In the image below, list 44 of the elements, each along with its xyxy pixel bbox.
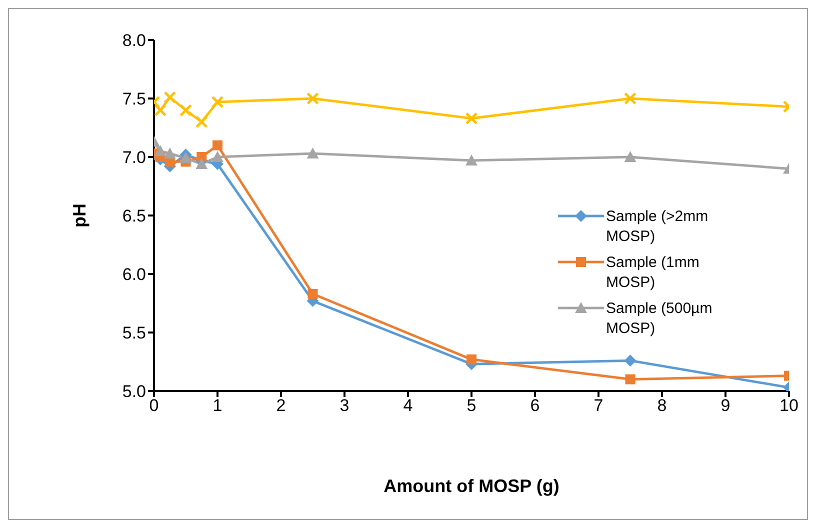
point: [466, 154, 478, 166]
y-tick-label: 5.0: [122, 382, 146, 402]
x-tick-label: 7: [594, 396, 604, 416]
x-tick-label: 1: [212, 396, 222, 416]
point: [624, 151, 636, 162]
x-tick-label: 6: [530, 396, 540, 416]
point: [154, 145, 166, 156]
legend-label: Sample (1mm MOSP): [606, 253, 700, 293]
x-tick-label: 2: [276, 396, 286, 416]
x-tick-label: 4: [403, 396, 413, 416]
point: [306, 92, 319, 105]
legend-label: Sample (500µm MOSP): [606, 299, 714, 339]
y-tick-label: 7.0: [122, 148, 146, 168]
point: [624, 354, 636, 367]
point: [180, 104, 192, 116]
y-axis-title: pH: [69, 204, 90, 228]
point: [196, 158, 208, 170]
x-tick-label: 5: [466, 396, 476, 416]
point: [308, 288, 318, 299]
y-tick-label: 8.0: [122, 31, 146, 50]
point: [180, 152, 192, 164]
point: [212, 151, 224, 162]
point: [211, 96, 224, 108]
point: [466, 354, 476, 364]
x-tick-label: 10: [780, 396, 798, 416]
legend-label: Sample (>2mm MOSP): [606, 207, 710, 247]
point: [164, 91, 176, 104]
x-tick-label: 8: [657, 396, 667, 416]
point: [624, 92, 636, 105]
point: [212, 140, 222, 150]
y-tick-label: 6.5: [122, 206, 146, 226]
point: [465, 112, 478, 125]
x-tick-label: 0: [149, 396, 159, 416]
point: [625, 374, 636, 384]
y-tick-label: 5.5: [122, 324, 146, 343]
y-tick-label: 6.0: [122, 265, 146, 284]
point: [164, 147, 176, 158]
point: [196, 152, 207, 162]
x-axis-title: Amount of MOSP (g): [384, 476, 560, 496]
y-tick-label: 7.5: [122, 90, 146, 109]
x-tick-label: 3: [340, 396, 350, 416]
point: [195, 116, 208, 128]
point: [306, 147, 319, 158]
x-tick-label: 9: [720, 396, 730, 416]
